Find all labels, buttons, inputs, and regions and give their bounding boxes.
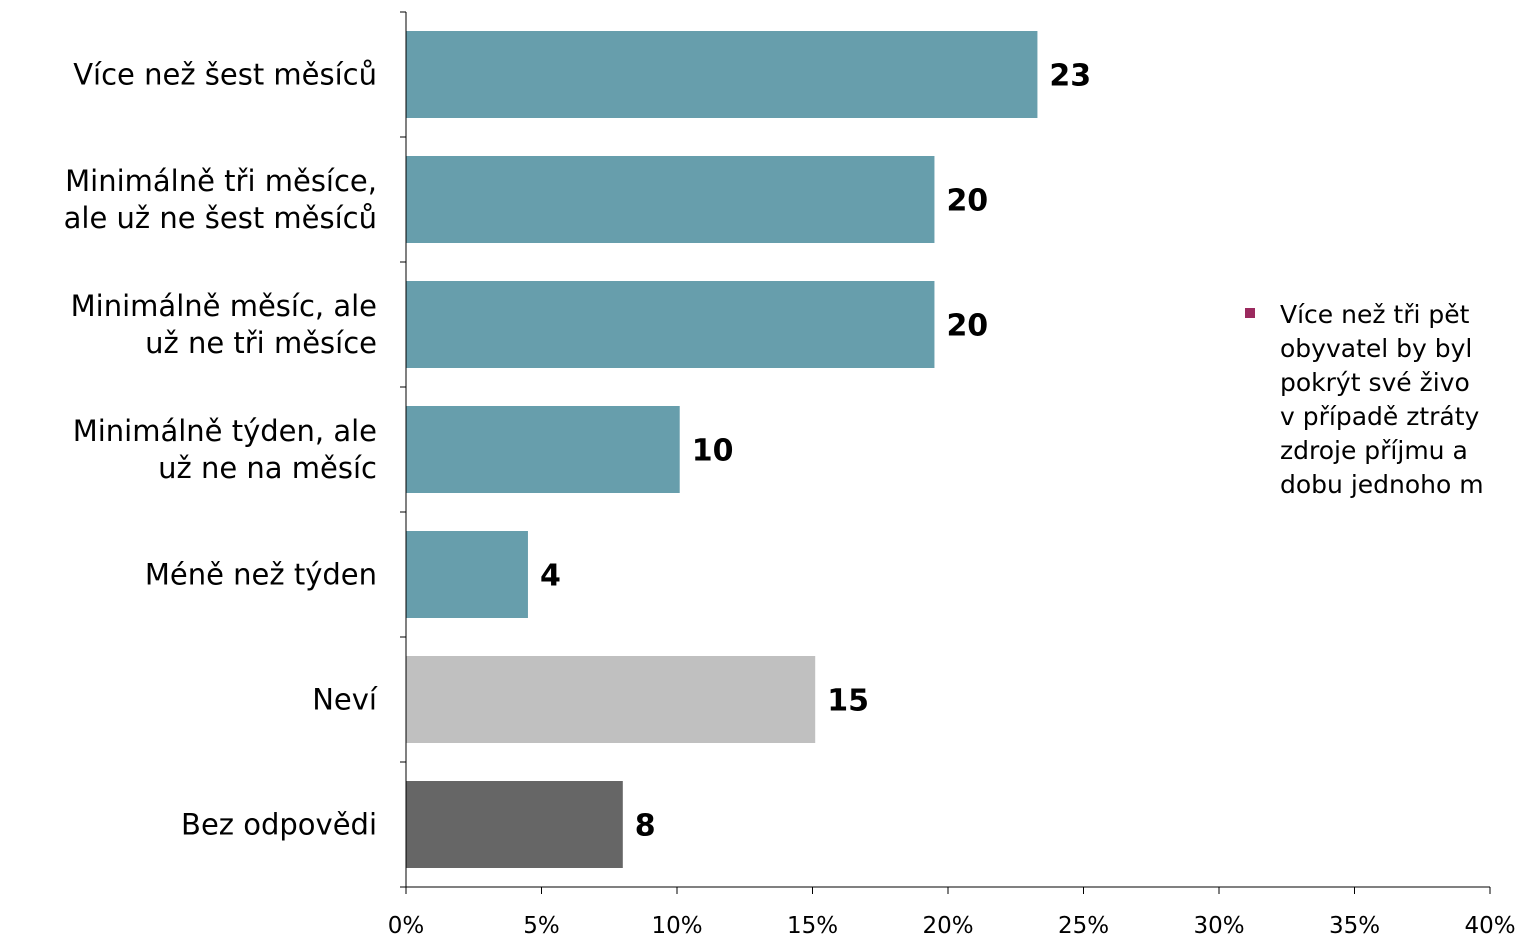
bar [406, 156, 935, 243]
note-text: Více než tři pět obyvatel by byl pokrýt … [1280, 300, 1484, 499]
x-tick-label: 25% [1058, 913, 1109, 937]
category-label: Méně než týden [145, 558, 377, 592]
x-tick-label: 0% [388, 913, 425, 937]
x-tick-label: 30% [1193, 913, 1244, 937]
x-tick-label: 40% [1464, 913, 1515, 937]
bar [406, 31, 1038, 118]
x-tick-label: 10% [651, 913, 702, 937]
bar [406, 281, 935, 368]
category-label: Bez odpovědi [181, 808, 377, 842]
x-tick-label: 35% [1329, 913, 1380, 937]
bullet-square-icon [1245, 308, 1255, 318]
data-label: 20 [946, 309, 988, 344]
bar [406, 656, 816, 743]
x-tick-label: 15% [787, 913, 838, 937]
data-label: 20 [946, 184, 988, 219]
data-label: 15 [827, 684, 869, 719]
category-label: Minimálně měsíc, ale už ne tři měsíce [71, 289, 377, 360]
x-tick-label: 5% [523, 913, 560, 937]
category-label: Minimálně týden, ale už ne na měsíc [73, 414, 377, 485]
category-label: Neví [312, 683, 378, 717]
category-label: Více než šest měsíců [73, 58, 377, 92]
data-label: 4 [540, 559, 561, 594]
data-label: 8 [635, 809, 656, 844]
bar [406, 781, 623, 868]
bar [406, 531, 528, 618]
bar [406, 406, 680, 493]
data-label: 23 [1049, 59, 1091, 94]
x-tick-label: 20% [922, 913, 973, 937]
category-label: Minimálně tři měsíce, ale už ne šest měsí… [64, 164, 377, 235]
data-label: 10 [692, 434, 734, 469]
